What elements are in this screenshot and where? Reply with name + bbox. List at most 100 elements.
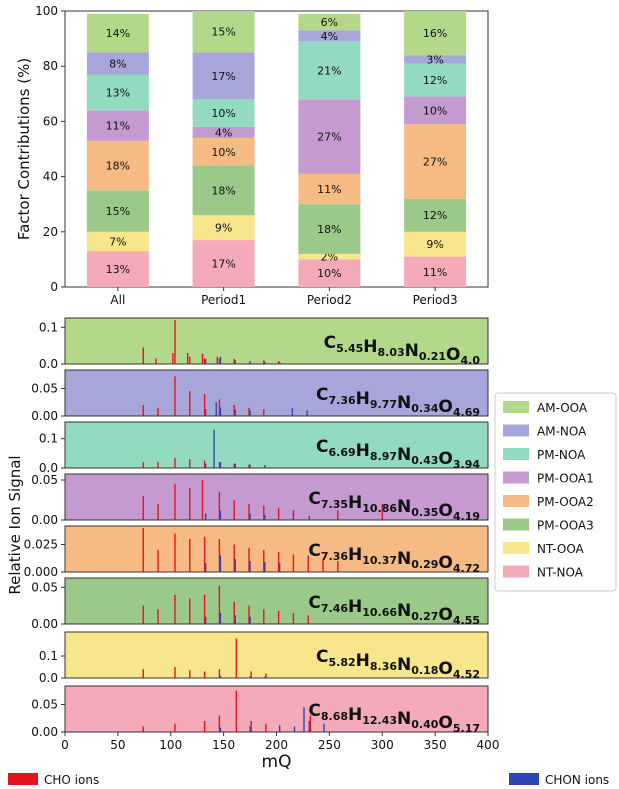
- data-label: 21%: [317, 64, 341, 77]
- legend-label: NT-OOA: [537, 542, 585, 556]
- legend-swatch: [503, 518, 529, 531]
- bar-segment: [404, 256, 467, 287]
- x-tick-label: 400: [477, 738, 500, 752]
- formula-element: O: [438, 449, 452, 469]
- formula-subscript: 8.36: [370, 660, 397, 673]
- data-label: 16%: [423, 27, 447, 40]
- formula-element: N: [405, 341, 419, 361]
- legend-swatch: [503, 471, 529, 484]
- spectrum-panel: 0.05 0.00 C7.36H9.77N0.34O4.69: [31, 369, 489, 423]
- spectrum-panel: 0.1 0.0 C5.45H8.03N0.21O4.0: [39, 317, 489, 371]
- formula-label: C7.36H10.37N0.29O4.72: [308, 541, 480, 575]
- legend-swatch: [509, 773, 539, 785]
- y-tick-label: 0.0: [39, 357, 58, 371]
- formula-subscript: 0.29: [411, 558, 438, 571]
- ion-legend: CHO ions CHON ions: [8, 773, 609, 787]
- x-tick-label: 350: [424, 738, 447, 752]
- bar-segment: [298, 30, 361, 42]
- formula-element: C: [316, 385, 328, 405]
- bar-segment: [404, 198, 467, 232]
- x-axis-label: mQ: [262, 752, 292, 772]
- data-label: 27%: [317, 131, 341, 144]
- data-label: 12%: [423, 209, 447, 222]
- data-label: 4%: [321, 30, 338, 43]
- data-label: 13%: [106, 86, 130, 99]
- legend-label: CHON ions: [545, 773, 609, 787]
- formula-element: O: [438, 713, 452, 733]
- formula-element: O: [446, 345, 460, 365]
- data-label: 17%: [211, 70, 235, 83]
- bar-segment: [404, 124, 467, 199]
- formula-element: O: [438, 605, 452, 625]
- legend-label: CHO ions: [44, 773, 99, 787]
- data-label: 9%: [426, 238, 443, 251]
- formula-subscript: 8.03: [378, 346, 405, 359]
- spectrum-panel: 0.05 0.00 C8.68H12.43N0.40O5.17: [31, 685, 489, 739]
- formula-label: C8.68H12.43N0.40O5.17: [308, 701, 480, 735]
- y-tick-label: 20: [43, 225, 58, 239]
- legend-swatch: [503, 542, 529, 554]
- formula-subscript: 4.19: [453, 510, 480, 523]
- formula-element: C: [316, 647, 328, 667]
- formula-element: C: [308, 541, 320, 561]
- y-tick-label: 0.000: [24, 565, 58, 579]
- formula-subscript: 4.69: [453, 406, 480, 419]
- legend-swatch: [503, 495, 529, 507]
- formula-label: C6.69H8.97N0.43O3.94: [316, 437, 480, 471]
- factor-legend: AM-OOA AM-NOA PM-NOA PM-OOA1 PM-OOA2 PM-OOA3 N…: [494, 392, 617, 592]
- formula-element: H: [348, 597, 362, 617]
- formula-subscript: 7.46: [321, 602, 348, 615]
- formula-subscript: 4.52: [453, 668, 480, 681]
- legend-swatch: [503, 424, 529, 437]
- bar-segment: [86, 74, 149, 111]
- x-tick-label: 300: [371, 738, 394, 752]
- data-label: 11%: [106, 120, 130, 133]
- bar-segment: [192, 137, 255, 166]
- panel-background: [64, 577, 489, 625]
- formula-element: N: [397, 709, 411, 729]
- y-tick-label: 0.025: [24, 538, 58, 552]
- formula-subscript: 0.40: [411, 718, 438, 731]
- bar-segment: [192, 215, 255, 241]
- formula-subscript: 0.21: [419, 350, 446, 363]
- bar-segment: [298, 253, 361, 260]
- formula-subscript: 10.66: [362, 606, 397, 619]
- y-tick-label: 0.00: [31, 617, 58, 631]
- formula-subscript: 0.18: [411, 664, 438, 677]
- formula-element: N: [397, 497, 411, 517]
- formula-subscript: 6.69: [329, 446, 356, 459]
- bar-segment: [192, 11, 255, 53]
- y-tick-label: 80: [43, 59, 58, 73]
- y-tick-label: 100: [35, 4, 58, 18]
- bar-segment: [192, 240, 255, 287]
- formula-label: C7.35H10.86N0.35O4.19: [308, 489, 480, 523]
- bar-segment: [86, 52, 149, 75]
- bar-segment: [86, 231, 149, 252]
- spectrum-panel: 0.05 0.00 C7.35H10.86N0.35O4.19: [31, 473, 489, 527]
- y-tick-label: 60: [43, 114, 58, 128]
- legend-swatch: [503, 401, 529, 413]
- y-axis-label: Factor Contributions (%): [15, 58, 33, 240]
- legend-label: NT-NOA: [537, 566, 584, 580]
- formula-subscript: 8.68: [321, 710, 348, 723]
- bar-segment: [298, 259, 361, 287]
- y-tick-label: 0.0: [39, 671, 58, 685]
- bar-segment: [192, 52, 255, 100]
- y-axis-label: Relative Ion Signal: [6, 455, 24, 594]
- panel-background: [64, 473, 489, 521]
- bar-segment: [298, 173, 361, 205]
- bar-segment: [192, 165, 255, 216]
- formula-subscript: 0.35: [411, 506, 438, 519]
- x-tick-label: Period2: [307, 293, 352, 307]
- data-label: 7%: [109, 235, 126, 248]
- formula-subscript: 4.55: [453, 614, 480, 627]
- legend-swatch: [503, 565, 529, 578]
- bar-segment: [192, 126, 255, 138]
- data-label: 6%: [321, 16, 338, 29]
- data-label: 12%: [423, 74, 447, 87]
- formula-subscript: 8.97: [370, 450, 397, 463]
- formula-subscript: 0.34: [411, 402, 438, 415]
- legend-label: PM-OOA3: [537, 519, 594, 533]
- formula-subscript: 10.86: [362, 502, 397, 515]
- x-tick-label: 250: [318, 738, 341, 752]
